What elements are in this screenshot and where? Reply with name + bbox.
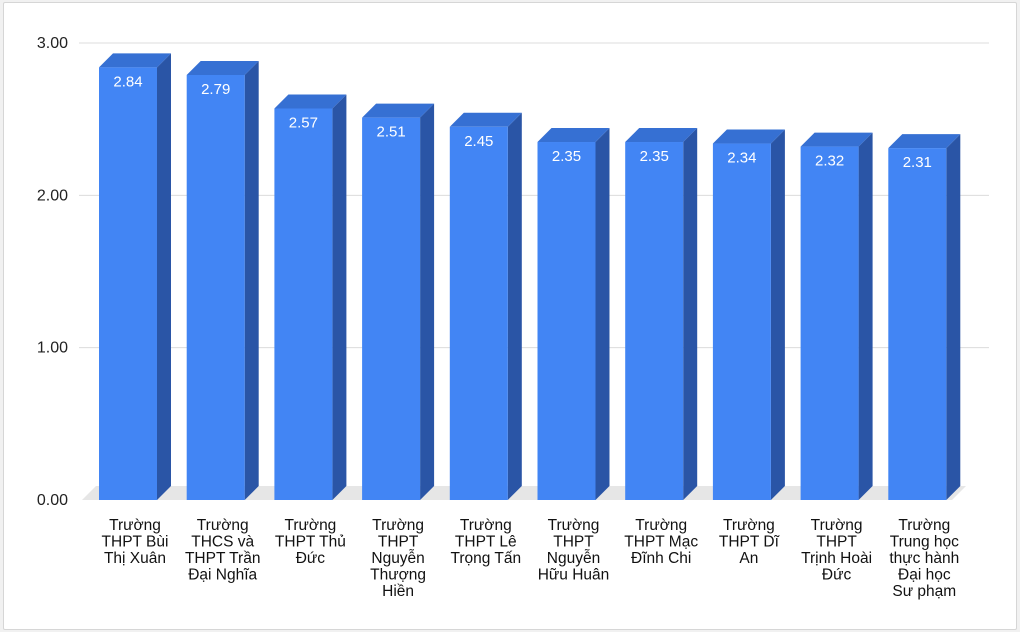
bar-top [800,132,873,147]
bar-front [537,142,596,500]
bar-top [99,53,171,68]
bar-front [712,143,771,501]
data-label: 2.51 [376,124,405,141]
bar: 2.51 [362,103,435,500]
category-label: Trường THPT Dĩ An [719,517,780,567]
bar-front [888,148,947,501]
bar-side [595,128,610,500]
y-tick-label: 2.00 [37,187,68,204]
bar-top [888,134,961,149]
bar-side [770,129,785,500]
bar-side [683,128,698,500]
bar-top [186,60,259,75]
data-label: 2.31 [903,154,932,171]
chart-frame: 0.00 1.00 2.00 3.00 2.84 2.79 2.57 2.51 2.45 2.3… [3,2,1017,630]
y-axis-ticks: 0.00 1.00 2.00 3.00 [37,35,68,509]
bar: 2.57 [274,94,347,501]
data-label: 2.45 [464,133,493,150]
bar: 2.31 [888,134,961,501]
category-label: Trường THCS và THPT Trần Đại Nghĩa [185,517,261,584]
data-label: 2.57 [289,115,318,132]
bar: 2.84 [99,53,171,501]
bar: 2.45 [449,112,522,501]
bar-side [507,112,522,501]
bar-front [274,108,333,501]
category-label: Trường Trung học thực hành Đại học Sư phạm [889,517,959,600]
category-label: Trường THPT Trịnh Hoài Đức [801,517,872,584]
bar-front [625,142,684,500]
data-label: 2.32 [815,153,844,170]
bar: 2.35 [537,128,610,500]
bar-top [537,128,610,143]
bar-front [99,67,157,500]
bar-front [186,74,245,501]
category-label: Trường THPT Mạc Đĩnh Chi [624,517,698,567]
bar-side [858,132,873,500]
x-axis-categories: Trường THPT Bùi Thị Xuân Trường THCS và THPT … [102,517,960,600]
y-tick-label: 1.00 [37,340,68,357]
bar: 2.32 [800,132,873,500]
y-tick-label: 3.00 [37,35,68,52]
category-label: Trường THPT Bùi Thị Xuân [102,517,169,567]
bar-chart: 0.00 1.00 2.00 3.00 2.84 2.79 2.57 2.51 2.45 2.3… [37,35,989,600]
bar-side [244,60,259,501]
bar-front [800,146,859,500]
bar-side [420,103,435,500]
bar: 2.79 [186,60,259,501]
category-label: Trường THPT Nguyễn Thượng Hiền [370,517,426,600]
data-label: 2.84 [113,73,142,90]
bar: 2.35 [625,128,698,500]
bar-top [274,94,347,109]
category-label: Trường THPT Thủ Đức [275,517,346,567]
data-label: 2.35 [552,148,581,165]
bars: 2.84 2.79 2.57 2.51 2.45 2.35 2.35 2.34 2.32 2.31 [99,53,961,501]
bar-top [362,103,435,118]
data-label: 2.34 [727,150,756,167]
category-label: Trường THPT Lê Trọng Tấn [450,517,521,567]
data-label: 2.79 [201,81,230,98]
y-tick-label: 0.00 [37,492,68,509]
bar-side [332,94,347,501]
bar-side [157,53,171,501]
bar-top [625,128,698,143]
bar-front [449,126,508,501]
bar: 2.34 [712,129,785,501]
bar-top [712,129,785,144]
category-label: Trường THPT Nguyễn Hữu Huân [538,517,610,584]
data-label: 2.35 [640,148,669,165]
bar-side [946,134,961,501]
bar-top [449,112,522,127]
bar-front [362,117,421,500]
